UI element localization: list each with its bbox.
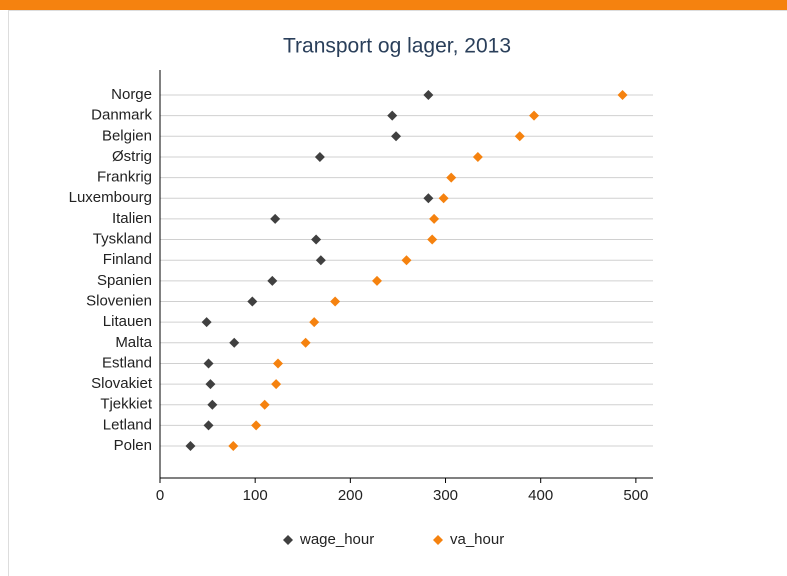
dot (514, 131, 525, 142)
dot (273, 358, 284, 369)
x-tick-label: 200 (338, 487, 363, 504)
y-tick-label: Italien (112, 210, 152, 227)
dot (438, 193, 449, 204)
dot (247, 296, 258, 307)
dot (423, 193, 434, 204)
chart-title: Transport og lager, 2013 (283, 35, 511, 58)
y-tick-label: Luxembourg (69, 189, 152, 206)
dot (207, 399, 218, 410)
dot (391, 131, 402, 142)
y-tick-label: Slovenien (86, 292, 152, 309)
dot (201, 317, 212, 328)
dot (423, 90, 434, 100)
dot (314, 151, 325, 162)
top-bar (0, 0, 787, 10)
x-tick-label: 500 (623, 487, 648, 504)
panel (8, 10, 787, 576)
dot (401, 255, 412, 266)
dot (259, 399, 270, 410)
x-tick-label: 100 (243, 487, 268, 504)
y-tick-label: Belgien (102, 127, 152, 144)
y-tick-label: Estland (102, 354, 152, 371)
dot (270, 213, 281, 224)
x-tick-label: 300 (433, 487, 458, 504)
dot (251, 420, 262, 431)
y-tick-label: Litauen (103, 313, 152, 330)
dot (387, 110, 398, 121)
legend-marker (283, 535, 293, 545)
dot (446, 172, 457, 183)
dot (203, 420, 214, 431)
y-tick-label: Finland (103, 251, 152, 268)
y-tick-label: Tyskland (93, 231, 152, 248)
dot (300, 337, 311, 348)
dot (228, 441, 239, 452)
dot (267, 275, 278, 286)
dot (330, 296, 341, 307)
dot (229, 337, 240, 348)
y-tick-label: Polen (114, 437, 152, 454)
legend-label: wage_hour (299, 531, 374, 548)
y-tick-label: Tjekkiet (100, 396, 153, 413)
dot (185, 441, 196, 452)
x-tick-label: 400 (528, 487, 553, 504)
y-tick-label: Norge (111, 86, 152, 103)
dot (309, 317, 320, 328)
y-tick-label: Slovakiet (91, 375, 153, 392)
y-tick-label: Danmark (91, 107, 152, 124)
dot (271, 379, 282, 390)
dot (311, 234, 322, 245)
dot (472, 151, 483, 162)
dot (315, 255, 326, 266)
dot (617, 90, 628, 100)
legend-marker (433, 535, 443, 545)
dot (429, 213, 440, 224)
y-tick-label: Frankrig (97, 169, 152, 186)
y-tick-label: Letland (103, 416, 152, 433)
dot (529, 110, 540, 121)
dot (371, 275, 382, 286)
y-tick-label: Malta (115, 334, 152, 351)
x-tick-label: 0 (156, 487, 164, 504)
y-tick-label: Spanien (97, 272, 152, 289)
legend-label: va_hour (450, 531, 504, 548)
dot (205, 379, 216, 390)
dot (427, 234, 438, 245)
y-tick-label: Østrig (112, 148, 152, 165)
dot (203, 358, 214, 369)
